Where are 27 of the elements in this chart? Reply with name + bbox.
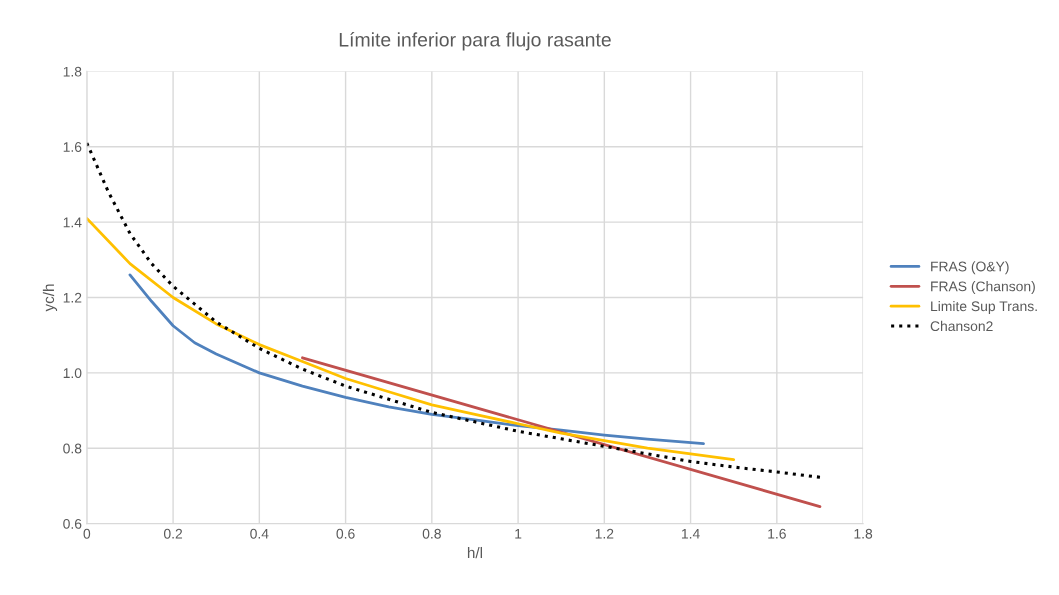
y-tick-label: 1.2 — [63, 292, 82, 303]
legend-label: Limite Sup Trans. — [931, 300, 1037, 314]
y-tick-label: 0.6 — [63, 518, 82, 529]
y-tick-label: 1.0 — [63, 368, 82, 379]
x-tick-label: 0.8 — [422, 528, 441, 539]
x-axis-title: h/l — [467, 546, 483, 559]
x-tick-label: 1 — [515, 528, 522, 539]
x-tick-label: 1.8 — [854, 528, 873, 539]
y-axis-title: yc/h — [42, 284, 58, 312]
x-tick-label: 0 — [83, 528, 91, 539]
line-series — [86, 141, 822, 479]
y-tick-label: 1.6 — [63, 142, 82, 152]
legend-label: FRAS (Chanson) — [931, 281, 1035, 295]
y-tick-label: 0.8 — [63, 443, 82, 454]
line-series — [86, 216, 736, 461]
x-tick-label: 1.4 — [681, 528, 700, 539]
legend-label: Chanson2 — [930, 320, 993, 332]
x-tick-label: 0.4 — [250, 528, 269, 539]
x-tick-label: 1.6 — [768, 528, 786, 539]
chart-title: Límite inferior para flujo rasante — [339, 32, 611, 51]
line-series — [128, 273, 705, 446]
y-tick-label: 1.4 — [63, 217, 82, 228]
y-tick-label: 1.8 — [63, 66, 82, 77]
x-tick-label: 1.2 — [595, 528, 614, 539]
x-tick-label: 0.6 — [336, 528, 355, 539]
legend-label: FRAS (O&Y) — [931, 261, 1009, 275]
x-tick-label: 0.2 — [163, 528, 183, 539]
